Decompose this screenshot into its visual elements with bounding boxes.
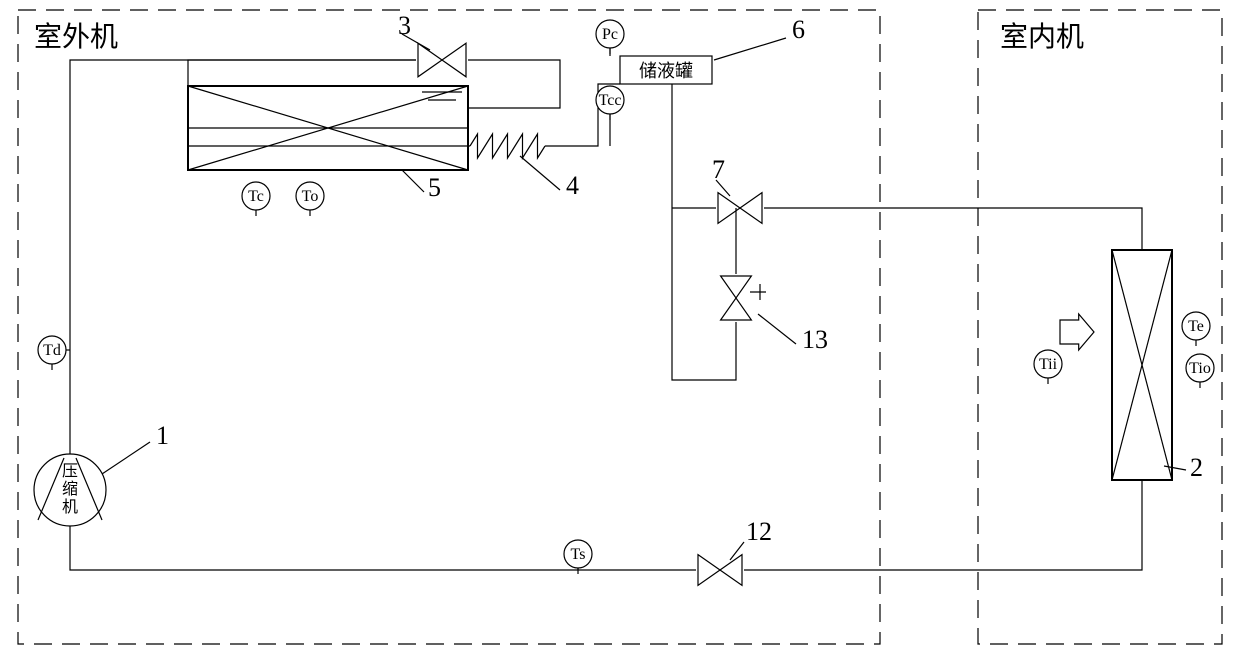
pipe-p_cond_top_in [188,60,416,108]
Pc-sensor-label: Pc [602,26,618,43]
pipe-p_rec_to_v13 [672,208,736,380]
Tii-sensor: Tii [1034,350,1062,384]
pipe-p_comp_to_cond_top [70,60,416,454]
pipe-p_v12_to_comp [70,526,696,570]
Tio-sensor-label: Tio [1189,360,1211,377]
leader-line-n13 [758,314,796,344]
compressor-label-line-1: 缩 [62,480,78,498]
valve-12 [698,555,742,586]
Td-sensor-label: Td [43,342,61,359]
capillary-coil [470,134,545,158]
outdoor-unit-boundary [18,10,880,644]
compressor-label-line-2: 机 [62,498,78,516]
leader-line-n4 [520,156,560,190]
Tii-sensor-label: Tii [1039,356,1058,373]
Tcc-sensor-label: Tcc [599,92,622,109]
compressor: 压缩机 [34,454,106,526]
Te-sensor-label: Te [1188,318,1204,335]
compressor-label-line-0: 压 [62,463,78,480]
valve-3 [418,43,466,77]
leader-line-n1 [102,442,150,474]
valve-7 [718,193,762,224]
component-number-3: 3 [398,11,411,40]
pipe-p_indoor_out [744,480,1142,570]
leader-line-n5 [402,170,424,192]
liquid-receiver: 储液罐 [610,56,712,84]
component-number-13: 13 [802,325,828,354]
component-number-5: 5 [428,173,441,202]
liquid-receiver-label: 储液罐 [639,61,693,81]
component-number-2: 2 [1190,453,1203,482]
To-sensor-label: To [302,188,319,205]
valve-13-check-mark [750,284,766,300]
leader-line-n2 [1164,466,1186,470]
pipe-p_v7_to_indoor [764,208,1142,250]
Te-sensor: Te [1182,312,1210,346]
outdoor-unit-label: 室外机 [34,21,118,53]
pipe-p_v3_to_cond_right [468,60,560,108]
component-number-4: 4 [566,171,579,200]
component-number-6: 6 [792,15,805,44]
Td-sensor: Td [38,336,66,370]
To-sensor: To [296,182,324,216]
leader-line-n6 [714,38,786,60]
indoor-heat-exchanger [1112,250,1172,480]
component-number-1: 1 [156,421,169,450]
component-number-7: 7 [712,155,725,184]
valve-13 [721,276,752,320]
Ts-sensor-label: Ts [571,546,586,563]
airflow-arrow-icon [1060,314,1094,350]
Tc-sensor: Tc [242,182,270,216]
indoor-unit-label: 室内机 [1000,21,1084,53]
component-number-12: 12 [746,517,772,546]
Tc-sensor-label: Tc [248,188,264,205]
Tio-sensor: Tio [1186,354,1214,388]
